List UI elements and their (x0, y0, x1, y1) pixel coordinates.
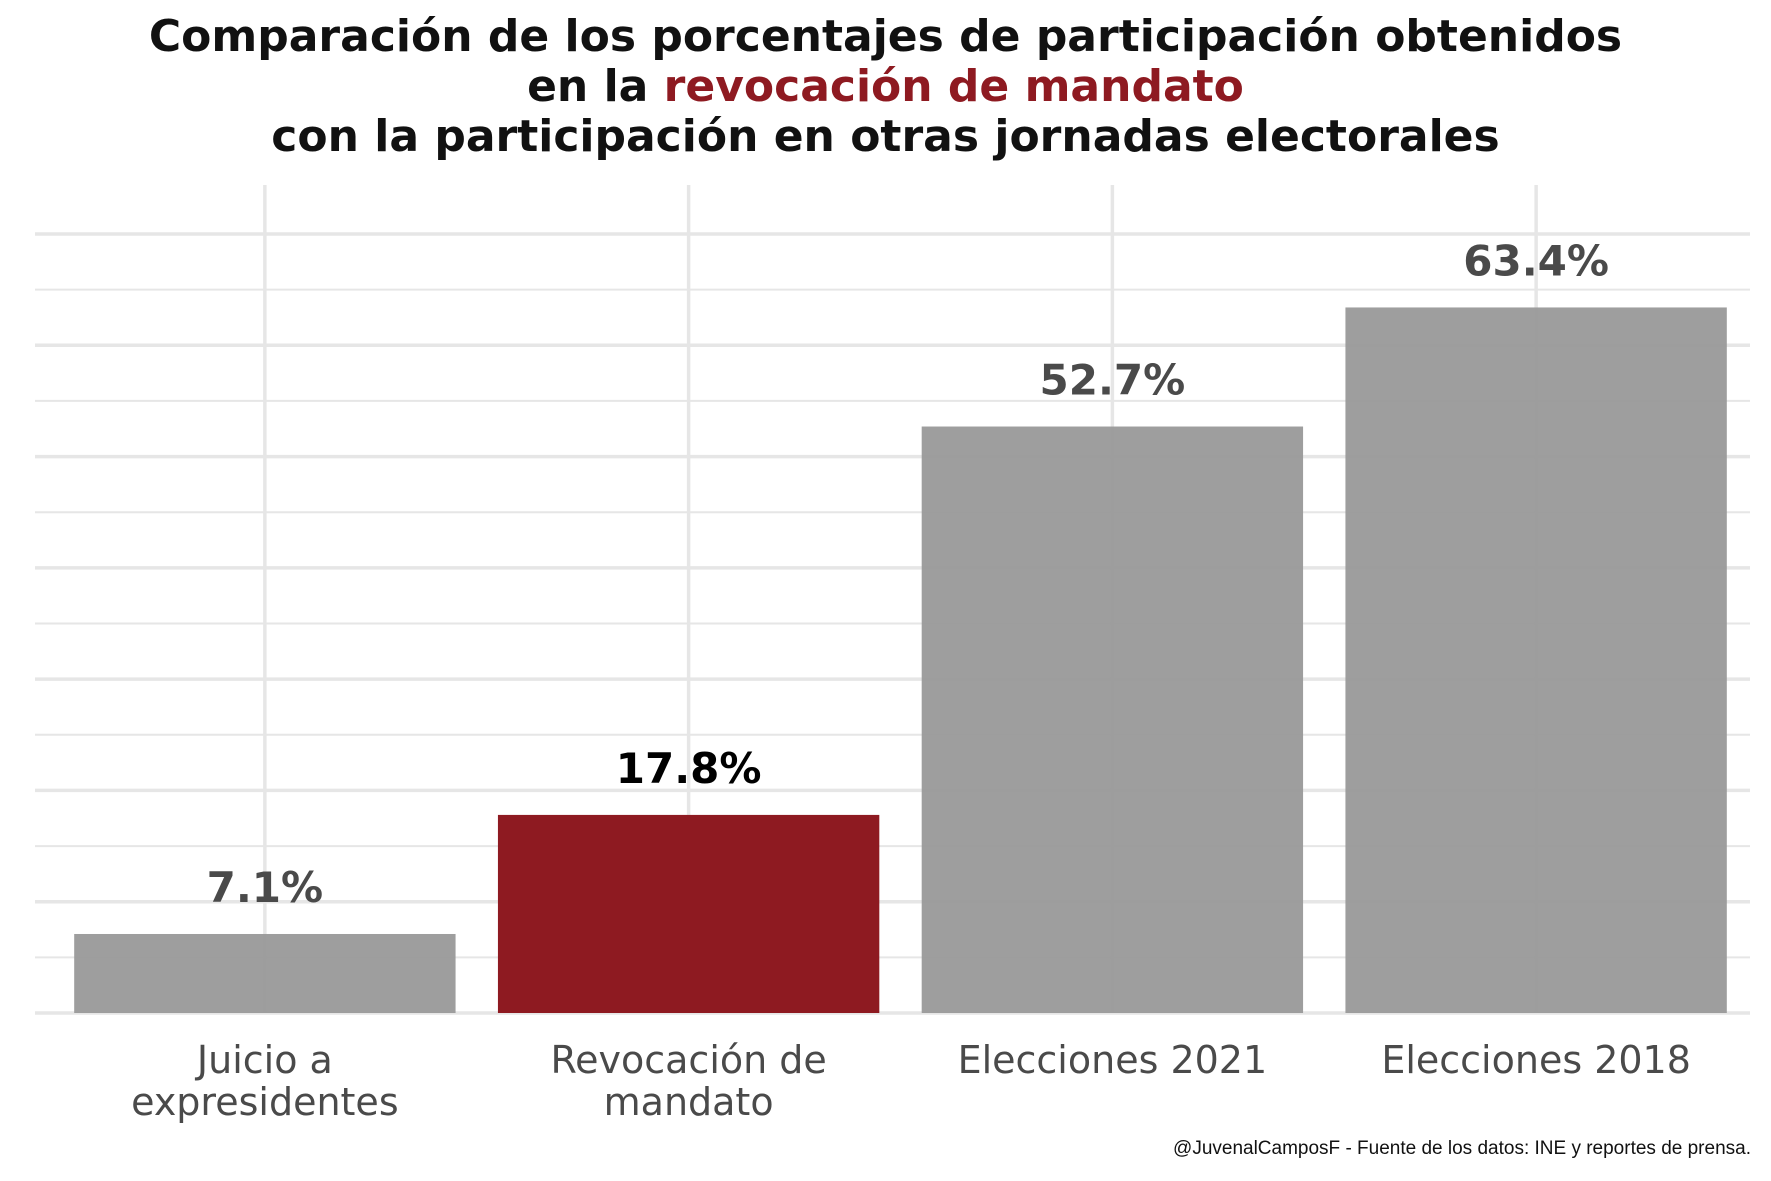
value-label-1: 17.8% (616, 744, 762, 793)
bar-0 (74, 933, 456, 1013)
x-tick-label-0-0: Juicio a (195, 1038, 333, 1082)
chart-title: Comparación de los porcentajes de partic… (0, 12, 1771, 162)
x-tick-label-1-0: Revocación de (550, 1038, 826, 1082)
value-label-3: 63.4% (1463, 236, 1609, 285)
source-caption: @JuvenalCamposF - Fuente de los datos: I… (1173, 1138, 1751, 1159)
value-label-2: 52.7% (1040, 356, 1186, 405)
x-tick-label-1-1: mandato (604, 1080, 774, 1124)
x-tick-label-3-0: Elecciones 2018 (1381, 1038, 1691, 1082)
value-label-0: 7.1% (207, 863, 323, 912)
bar-1 (497, 814, 880, 1013)
title-highlight: revocación de mandato (663, 61, 1244, 112)
title-line-2-prefix: en la (527, 61, 664, 112)
x-tick-label-0-1: expresidentes (131, 1080, 399, 1124)
bars (74, 307, 1727, 1013)
title-line-2: en la revocación de mandato (0, 62, 1771, 112)
x-tick-label-2-0: Elecciones 2021 (958, 1038, 1268, 1082)
title-line-3: con la participación en otras jornadas e… (271, 111, 1500, 162)
title-line-1: Comparación de los porcentajes de partic… (148, 11, 1623, 62)
bar-2 (921, 426, 1304, 1013)
value-labels: 7.1% 17.8% 52.7% 63.4% (207, 236, 1609, 912)
bar-3 (1345, 307, 1727, 1013)
